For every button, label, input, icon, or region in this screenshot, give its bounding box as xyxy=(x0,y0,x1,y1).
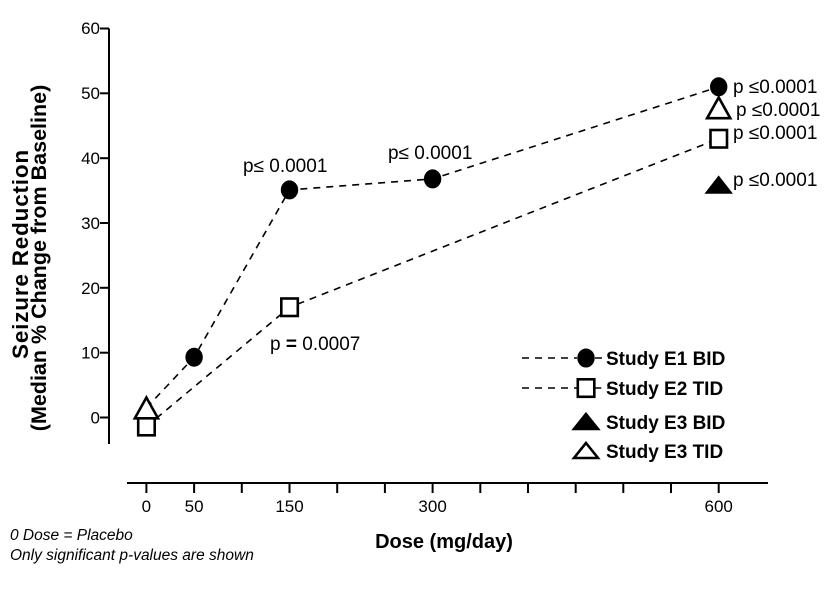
svg-text:Study E3 TID: Study E3 TID xyxy=(606,442,723,463)
svg-text:150: 150 xyxy=(275,497,303,516)
svg-text:p ≤0.0001: p ≤0.0001 xyxy=(733,77,817,98)
svg-text:0 Dose = Placebo: 0 Dose = Placebo xyxy=(10,527,133,544)
svg-text:p≤ 0.0001: p≤ 0.0001 xyxy=(243,156,327,177)
svg-text:50: 50 xyxy=(185,497,204,516)
svg-text:Study E3 BID: Study E3 BID xyxy=(606,413,725,434)
svg-text:20: 20 xyxy=(81,279,100,298)
svg-text:300: 300 xyxy=(418,497,446,516)
svg-text:p≤ 0.0001: p≤ 0.0001 xyxy=(388,143,472,164)
svg-text:(Median % Change from Baseline: (Median % Change from Baseline) xyxy=(27,85,51,431)
svg-text:30: 30 xyxy=(81,214,100,233)
svg-text:600: 600 xyxy=(705,497,733,516)
svg-text:Only significant p-values are: Only significant p-values are shown xyxy=(10,547,254,564)
svg-text:p ≤0.0001: p ≤0.0001 xyxy=(733,170,817,191)
svg-text:60: 60 xyxy=(81,19,100,38)
svg-text:p ≤0.0001: p ≤0.0001 xyxy=(733,123,817,144)
svg-text:Dose (mg/day): Dose (mg/day) xyxy=(375,531,513,553)
svg-text:Study E1 BID: Study E1 BID xyxy=(606,349,725,370)
svg-text:p ≤0.0001: p ≤0.0001 xyxy=(736,100,820,121)
svg-text:0: 0 xyxy=(142,497,151,516)
svg-text:0: 0 xyxy=(91,409,100,428)
svg-text:50: 50 xyxy=(81,84,100,103)
svg-text:Study E2 TID: Study E2 TID xyxy=(606,379,723,400)
svg-text:10: 10 xyxy=(81,344,100,363)
svg-text:p = 0.0007: p = 0.0007 xyxy=(270,334,360,355)
svg-text:40: 40 xyxy=(81,149,100,168)
